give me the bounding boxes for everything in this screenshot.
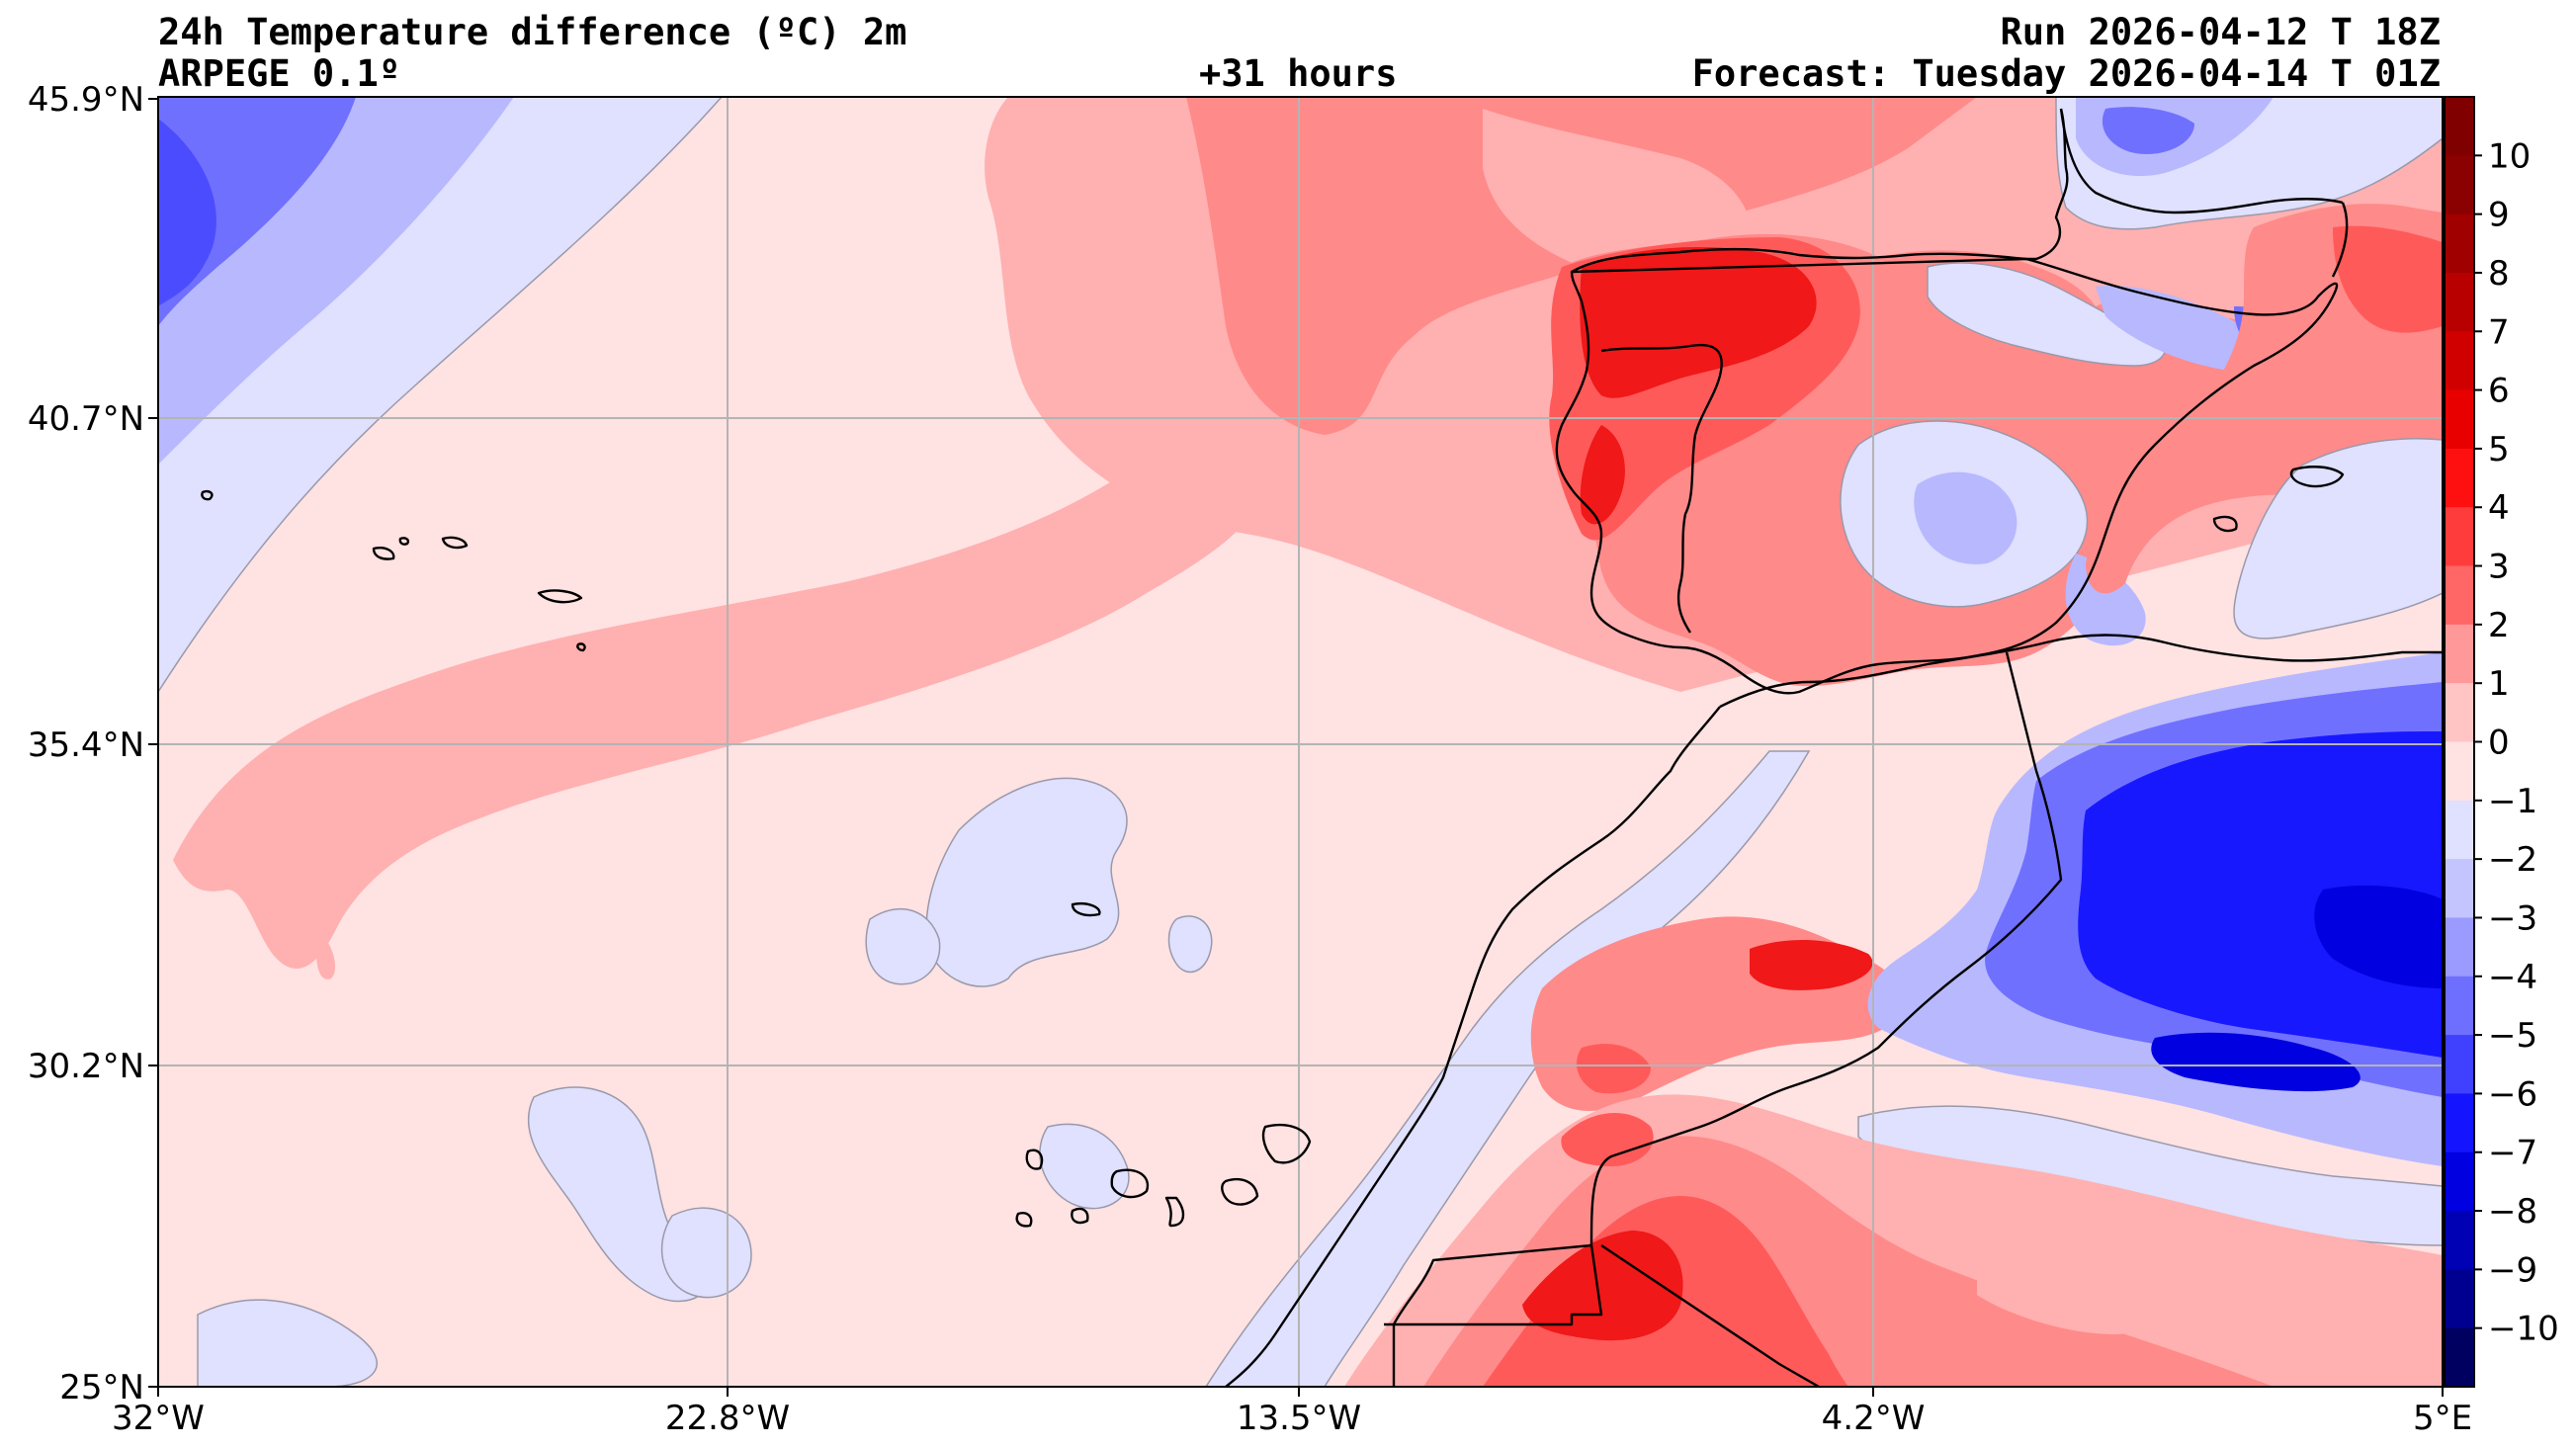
colorbar-tick-label: 6	[2488, 372, 2510, 411]
colorbar-segment	[2445, 213, 2474, 274]
colorbar-segment	[2445, 565, 2474, 626]
colorbar-tick-label: 7	[2488, 312, 2510, 352]
graticule	[158, 97, 2443, 1387]
model-label: ARPEGE 0.1º	[158, 52, 401, 95]
colorbar-segment	[2445, 1269, 2474, 1329]
plot-frame	[157, 96, 2444, 1388]
lon-label-4-2w: 4.2°W	[1822, 1399, 1926, 1438]
map-title: 24h Temperature difference (ºC) 2m	[158, 11, 907, 53]
colorbar-segment	[2445, 97, 2474, 156]
colorbar-tick-label: −4	[2488, 958, 2537, 997]
colorbar-tick-label: −10	[2488, 1310, 2559, 1349]
colorbar-tick-label: 4	[2488, 488, 2510, 528]
colorbar-segment	[2445, 800, 2474, 860]
colorbar-segment	[2445, 1211, 2474, 1270]
colorbar-segment	[2445, 272, 2474, 332]
temperature-field	[158, 97, 2443, 1387]
colorbar-segment	[2445, 1151, 2474, 1212]
lon-label-32w: 32°W	[112, 1399, 205, 1438]
lat-label-25: 25°N	[59, 1368, 144, 1407]
colorbar-segment	[2445, 331, 2474, 391]
colorbar-segment	[2445, 859, 2474, 918]
colorbar-segment	[2445, 1327, 2474, 1388]
colorbar-tick-label: −3	[2488, 898, 2537, 938]
lon-label-22-8w: 22.8°W	[665, 1399, 790, 1438]
colorbar-tick-label: −7	[2488, 1134, 2537, 1173]
lead-time-label: +31 hours	[1199, 52, 1398, 95]
lon-label-13-5w: 13.5°W	[1237, 1399, 1361, 1438]
colorbar-segment	[2445, 917, 2474, 978]
forecast-label: Forecast: Tuesday 2026-04-14 T 01Z	[1691, 52, 2441, 95]
colorbar-segment	[2445, 507, 2474, 567]
colorbar-segment	[2445, 683, 2474, 742]
colorbar-tick-label: −1	[2488, 782, 2537, 821]
colorbar-tick-label: 5	[2488, 430, 2510, 469]
lat-label-35-4: 35.4°N	[28, 725, 144, 765]
colorbar-segment	[2445, 741, 2474, 802]
lat-label-40-7: 40.7°N	[28, 399, 144, 439]
lat-label-30-2: 30.2°N	[28, 1047, 144, 1086]
colorbar-tick-label: 10	[2488, 136, 2531, 176]
colorbar-segment	[2445, 1035, 2474, 1094]
colorbar-segment	[2445, 1093, 2474, 1153]
colorbar-segment	[2445, 976, 2474, 1036]
run-label: Run 2026-04-12 T 18Z	[2000, 11, 2441, 53]
colorbar-tick-label: 3	[2488, 548, 2510, 587]
colorbar-segment	[2445, 624, 2474, 684]
colorbar-tick-label: 1	[2488, 664, 2510, 704]
colorbar-segment	[2445, 448, 2474, 508]
colorbar-tick-label: 8	[2488, 254, 2510, 294]
colorbar-segment	[2445, 155, 2474, 215]
colorbar-tick-label: −6	[2488, 1074, 2537, 1114]
colorbar-tick-label: −2	[2488, 840, 2537, 880]
colorbar-tick-label: −5	[2488, 1016, 2537, 1056]
colorbar-tick-label: −8	[2488, 1192, 2537, 1232]
lon-label-5e: 5°E	[2413, 1399, 2472, 1438]
colorbar-tick-label: 2	[2488, 606, 2510, 645]
coastlines	[201, 108, 2443, 1387]
colorbar-segment	[2445, 389, 2474, 450]
colorbar-tick-label: 9	[2488, 196, 2510, 235]
lat-label-45-9: 45.9°N	[28, 80, 144, 120]
colorbar-tick-label: 0	[2488, 724, 2510, 763]
colorbar-tick-label: −9	[2488, 1250, 2537, 1290]
